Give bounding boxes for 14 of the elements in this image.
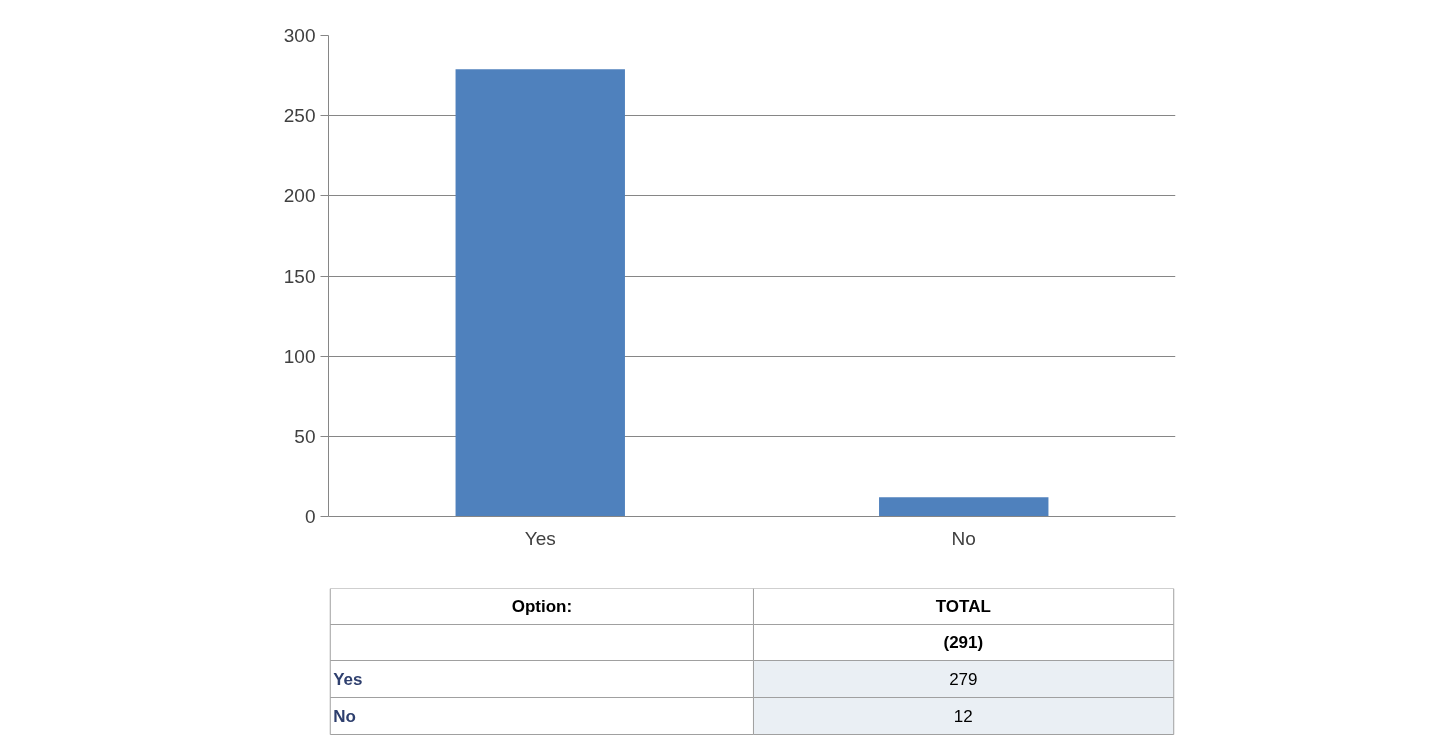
text: 12 <box>953 707 973 726</box>
y-tick-label: 150 <box>283 265 316 287</box>
y-tick-label: 100 <box>283 345 316 367</box>
text: (291) <box>943 633 984 652</box>
text: 279 <box>949 670 978 689</box>
text: TOTAL <box>935 597 991 616</box>
category-label: Yes <box>333 669 363 689</box>
y-tick-label: 250 <box>283 105 316 127</box>
y-tick-label: 300 <box>283 25 316 46</box>
y-tick-label: 200 <box>283 185 316 207</box>
text: Option: <box>511 597 573 616</box>
y-tick-label: 0 <box>304 506 316 527</box>
category-label: No <box>333 706 356 726</box>
y-tick-label: 50 <box>294 425 316 447</box>
